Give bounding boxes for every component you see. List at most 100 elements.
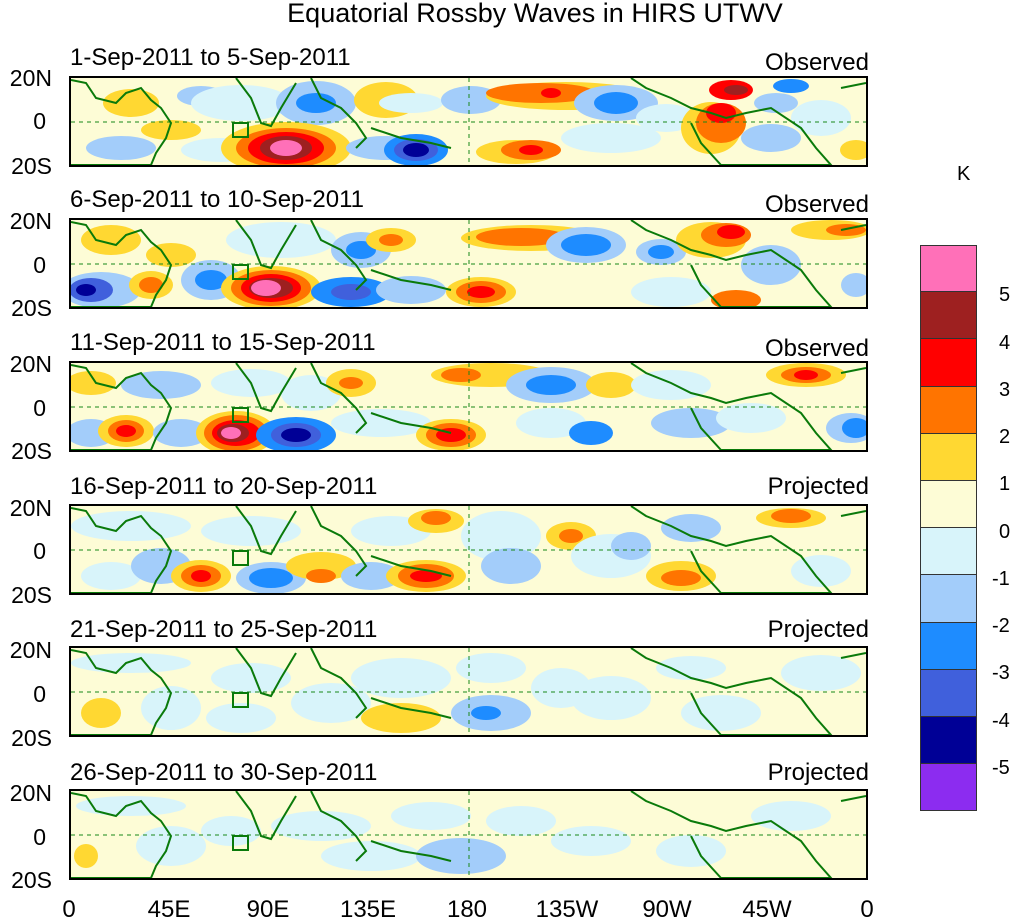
ytick-20n: 20N: [9, 495, 52, 521]
colorbar-label: 5: [999, 284, 1011, 306]
colorbar-swatch: [920, 292, 977, 340]
ytick-eq: 0: [33, 824, 46, 850]
ytick-eq: 0: [33, 108, 46, 134]
africa-west-coast-icon: [840, 224, 866, 231]
anomaly-contours: [71, 653, 861, 733]
colorbar-unit: K: [957, 163, 971, 185]
seasia-coast-icon: [310, 78, 452, 149]
colorbar-label: 1: [999, 473, 1011, 495]
colorbar-label: 3: [999, 379, 1011, 401]
ytick-eq: 0: [33, 252, 46, 278]
ytick-20s: 20S: [11, 153, 52, 179]
xtick-0-end: 0: [860, 896, 874, 923]
india-coast-icon: [235, 648, 297, 698]
anomaly-contours: [71, 363, 866, 450]
xtick-135e: 135E: [339, 896, 397, 923]
ytick-20n: 20N: [9, 351, 52, 377]
africa-west-coast-icon: [840, 510, 866, 517]
panel-1-date: 1-Sep-2011 to 5-Sep-2011: [70, 44, 351, 71]
africa-west-coast-icon: [840, 652, 866, 659]
xtick-90e: 90E: [246, 896, 290, 923]
map-panel-3: [69, 361, 868, 452]
colorbar-swatch: [920, 575, 977, 623]
colorbar-label: 2: [999, 426, 1011, 448]
panel-3-type: Observed: [764, 335, 869, 362]
africa-west-coast-icon: [840, 367, 866, 374]
africa-west-coast-icon: [840, 795, 866, 802]
panel-4-date: 16-Sep-2011 to 20-Sep-2011: [70, 473, 378, 500]
xtick-90w: 90W: [642, 896, 692, 923]
colorbar-swatch: [920, 245, 977, 293]
anomaly-contours: [71, 220, 866, 307]
americas-coast-icon: [630, 220, 833, 307]
map-panel-1: [69, 76, 868, 167]
ytick-20n: 20N: [9, 208, 52, 234]
seasia-coast-icon: [310, 648, 452, 719]
ytick-20n: 20N: [9, 65, 52, 91]
colorbar-swatch: [920, 622, 977, 670]
ytick-20s: 20S: [11, 582, 52, 608]
region-box-icon: [232, 264, 249, 280]
africa-coast-icon: [71, 221, 173, 307]
africa-coast-icon: [71, 649, 173, 735]
ytick-20n: 20N: [9, 780, 52, 806]
colorbar-swatch: [920, 433, 977, 481]
region-box-icon: [232, 550, 249, 566]
colorbar-swatch: [920, 480, 977, 529]
india-coast-icon: [235, 363, 297, 413]
xtick-45w: 45W: [742, 896, 792, 923]
colorbar-swatch: [920, 528, 977, 576]
panel-4-type: Projected: [767, 473, 869, 500]
seasia-coast-icon: [310, 220, 452, 291]
ytick-20s: 20S: [11, 295, 52, 321]
colorbar: [920, 245, 977, 812]
ytick-eq: 0: [33, 681, 46, 707]
panel-5-date: 21-Sep-2011 to 25-Sep-2011: [70, 616, 378, 643]
panel-6-type: Projected: [767, 759, 869, 786]
ytick-eq: 0: [33, 395, 46, 421]
map-panel-4: [69, 504, 868, 595]
africa-coast-icon: [71, 792, 173, 878]
africa-west-coast-icon: [840, 82, 866, 89]
americas-coast-icon: [630, 506, 833, 593]
americas-coast-icon: [630, 648, 833, 735]
colorbar-label: -1: [992, 568, 1010, 590]
panel-2-type: Observed: [764, 191, 869, 218]
ytick-20s: 20S: [11, 867, 52, 893]
seasia-coast-icon: [310, 506, 452, 577]
india-coast-icon: [235, 791, 297, 841]
xtick-135w: 135W: [535, 896, 599, 923]
colorbar-swatch: [920, 339, 977, 387]
panel-5-type: Projected: [767, 616, 869, 643]
colorbar-swatch: [920, 716, 977, 765]
colorbar-label: -4: [992, 710, 1010, 732]
ytick-20n: 20N: [9, 637, 52, 663]
colorbar-swatch: [920, 669, 977, 717]
africa-coast-icon: [71, 507, 173, 593]
anomaly-contours: [74, 796, 831, 874]
colorbar-label: -2: [992, 615, 1010, 637]
xtick-0: 0: [62, 896, 76, 923]
plot-title: Equatorial Rossby Waves in HIRS UTWV: [287, 0, 783, 28]
region-box-icon: [232, 122, 249, 138]
india-coast-icon: [235, 78, 297, 128]
colorbar-label: -5: [992, 757, 1010, 779]
colorbar-swatch: [920, 386, 977, 434]
ytick-eq: 0: [33, 538, 46, 564]
anomaly-contours: [71, 508, 851, 593]
ytick-20s: 20S: [11, 725, 52, 751]
india-coast-icon: [235, 506, 297, 556]
ytick-20s: 20S: [11, 438, 52, 464]
india-coast-icon: [235, 220, 297, 270]
panel-2-date: 6-Sep-2011 to 10-Sep-2011: [70, 186, 364, 213]
region-box-icon: [232, 835, 249, 851]
panel-6-date: 26-Sep-2011 to 30-Sep-2011: [70, 759, 378, 786]
panel-1-type: Observed: [764, 49, 869, 76]
xtick-180: 180: [446, 896, 488, 923]
africa-coast-icon: [71, 79, 173, 165]
region-box-icon: [232, 692, 249, 708]
map-panel-6: [69, 789, 868, 880]
seasia-coast-icon: [310, 791, 452, 862]
anomaly-contours: [86, 79, 866, 165]
colorbar-label: 0: [999, 521, 1011, 543]
